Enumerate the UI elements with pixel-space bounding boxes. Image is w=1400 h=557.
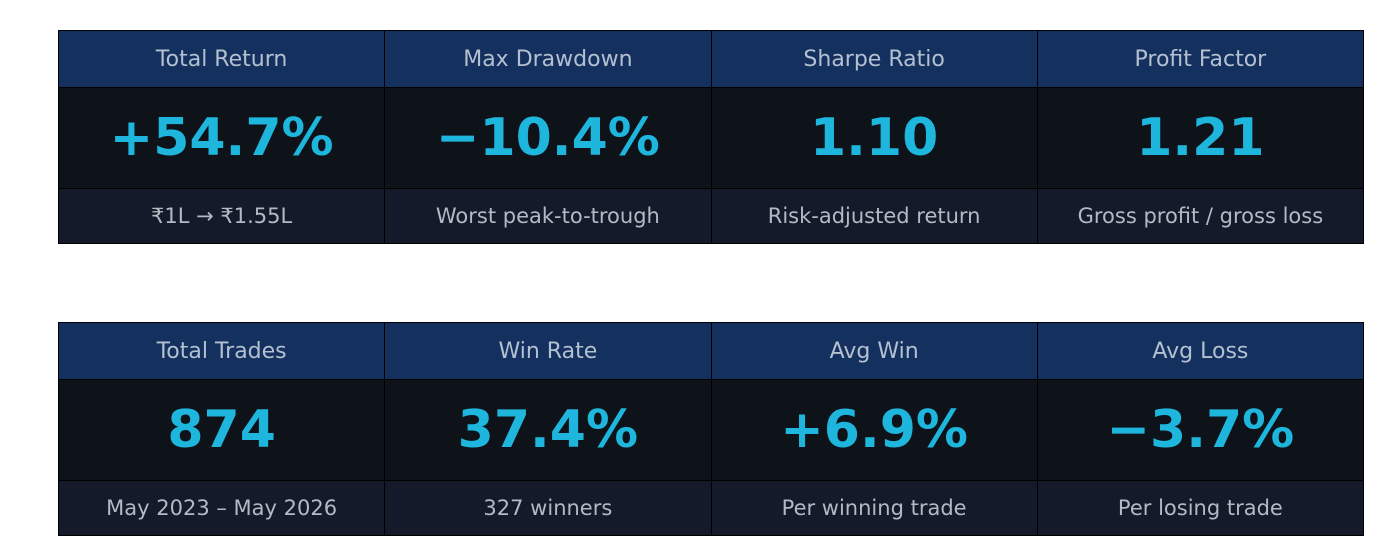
metric-label-win-rate: Win Rate (384, 322, 712, 380)
metric-value-total-trades: 874 (57, 379, 386, 481)
metric-value-avg-win: +6.9% (710, 379, 1038, 481)
metric-value-max-drawdown: −10.4% (384, 87, 712, 189)
metric-value-avg-loss: −3.7% (1036, 379, 1365, 481)
metric-sub-max-drawdown: Worst peak-to-trough (384, 188, 712, 244)
metric-value-sharpe-ratio: 1.10 (710, 87, 1038, 189)
metric-values-row: +54.7% −10.4% 1.10 1.21 (57, 87, 1365, 189)
metric-label-total-return: Total Return (57, 30, 386, 88)
metric-subtitles-row: ₹1L → ₹1.55L Worst peak-to-trough Risk-a… (57, 188, 1365, 244)
performance-metrics-table: Total Return Max Drawdown Sharpe Ratio P… (57, 30, 1365, 244)
metric-subtitles-row: May 2023 – May 2026 327 winners Per winn… (57, 480, 1365, 536)
metric-sub-avg-loss: Per losing trade (1036, 480, 1365, 536)
metric-sub-sharpe-ratio: Risk-adjusted return (710, 188, 1038, 244)
metric-value-profit-factor: 1.21 (1036, 87, 1365, 189)
metric-sub-total-return: ₹1L → ₹1.55L (57, 188, 386, 244)
metric-label-max-drawdown: Max Drawdown (384, 30, 712, 88)
metric-label-avg-loss: Avg Loss (1036, 322, 1365, 380)
metric-label-total-trades: Total Trades (57, 322, 386, 380)
metric-values-row: 874 37.4% +6.9% −3.7% (57, 379, 1365, 481)
metric-label-profit-factor: Profit Factor (1036, 30, 1365, 88)
metric-label-sharpe-ratio: Sharpe Ratio (710, 30, 1038, 88)
metric-labels-row: Total Return Max Drawdown Sharpe Ratio P… (57, 30, 1365, 88)
trade-statistics-table: Total Trades Win Rate Avg Win Avg Loss 8… (57, 322, 1365, 536)
metric-labels-row: Total Trades Win Rate Avg Win Avg Loss (57, 322, 1365, 380)
metric-label-avg-win: Avg Win (710, 322, 1038, 380)
metric-value-win-rate: 37.4% (384, 379, 712, 481)
metric-sub-total-trades: May 2023 – May 2026 (57, 480, 386, 536)
metric-sub-profit-factor: Gross profit / gross loss (1036, 188, 1365, 244)
metric-sub-avg-win: Per winning trade (710, 480, 1038, 536)
metric-value-total-return: +54.7% (57, 87, 386, 189)
metric-sub-win-rate: 327 winners (384, 480, 712, 536)
